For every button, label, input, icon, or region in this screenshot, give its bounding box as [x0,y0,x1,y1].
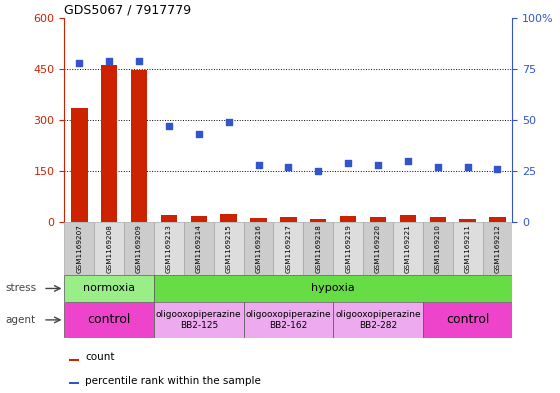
Bar [310,219,326,222]
Bar [154,275,512,302]
Point [314,168,323,174]
Point [75,59,84,66]
Text: GSM1169213: GSM1169213 [166,224,172,273]
Bar [340,216,356,222]
Text: control: control [446,313,489,327]
Text: GSM1169209: GSM1169209 [136,224,142,273]
Text: GSM1169215: GSM1169215 [226,224,232,273]
Point [493,166,502,172]
Text: GSM1169220: GSM1169220 [375,224,381,273]
Point [254,162,263,168]
Text: GSM1169212: GSM1169212 [494,224,501,273]
Point [224,119,233,125]
Text: GDS5067 / 7917779: GDS5067 / 7917779 [64,4,192,17]
Bar [94,222,124,275]
Bar [69,359,79,361]
Text: GSM1169216: GSM1169216 [255,224,262,273]
Text: count: count [86,352,115,362]
Text: percentile rank within the sample: percentile rank within the sample [86,376,262,386]
Text: stress: stress [6,283,37,294]
Bar [363,222,393,275]
Bar [430,217,446,222]
Point [463,164,472,170]
Bar [244,222,273,275]
Point [194,131,203,137]
Text: GSM1169214: GSM1169214 [196,224,202,273]
Point [105,57,114,64]
Bar [131,70,147,222]
Point [374,162,382,168]
Bar [370,217,386,222]
Bar [184,222,214,275]
Bar [489,217,506,222]
Bar [400,215,416,222]
Bar [333,302,423,338]
Bar [101,65,118,222]
Bar [273,222,304,275]
Bar [452,222,483,275]
Text: control: control [87,313,131,327]
Bar [250,218,267,222]
Bar [214,222,244,275]
Bar [154,222,184,275]
Point [344,160,353,166]
Text: GSM1169207: GSM1169207 [76,224,82,273]
Text: GSM1169210: GSM1169210 [435,224,441,273]
Bar [221,213,237,222]
Bar [423,222,452,275]
Text: GSM1169217: GSM1169217 [286,224,291,273]
Point [284,164,293,170]
Text: GSM1169219: GSM1169219 [345,224,351,273]
Text: GSM1169218: GSM1169218 [315,224,321,273]
Text: oligooxopiperazine
BB2-125: oligooxopiperazine BB2-125 [156,310,241,330]
Point [433,164,442,170]
Bar [161,215,177,222]
Text: GSM1169208: GSM1169208 [106,224,112,273]
Text: normoxia: normoxia [83,283,136,294]
Point [165,123,174,129]
Bar [483,222,512,275]
Bar [393,222,423,275]
Bar [154,302,244,338]
Bar [71,108,87,222]
Text: oligooxopiperazine
BB2-282: oligooxopiperazine BB2-282 [335,310,421,330]
Bar [423,302,512,338]
Bar [64,275,154,302]
Text: hypoxia: hypoxia [311,283,355,294]
Text: GSM1169211: GSM1169211 [465,224,470,273]
Text: agent: agent [6,315,36,325]
Text: GSM1169221: GSM1169221 [405,224,411,273]
Bar [64,222,94,275]
Bar [333,222,363,275]
Bar [304,222,333,275]
Bar [64,302,154,338]
Point [134,57,143,64]
Point [403,158,412,164]
Bar [190,216,207,222]
Bar [69,382,79,384]
Text: oligooxopiperazine
BB2-162: oligooxopiperazine BB2-162 [246,310,331,330]
Bar [280,217,297,222]
Bar [459,219,476,222]
Bar [124,222,154,275]
Bar [244,302,333,338]
